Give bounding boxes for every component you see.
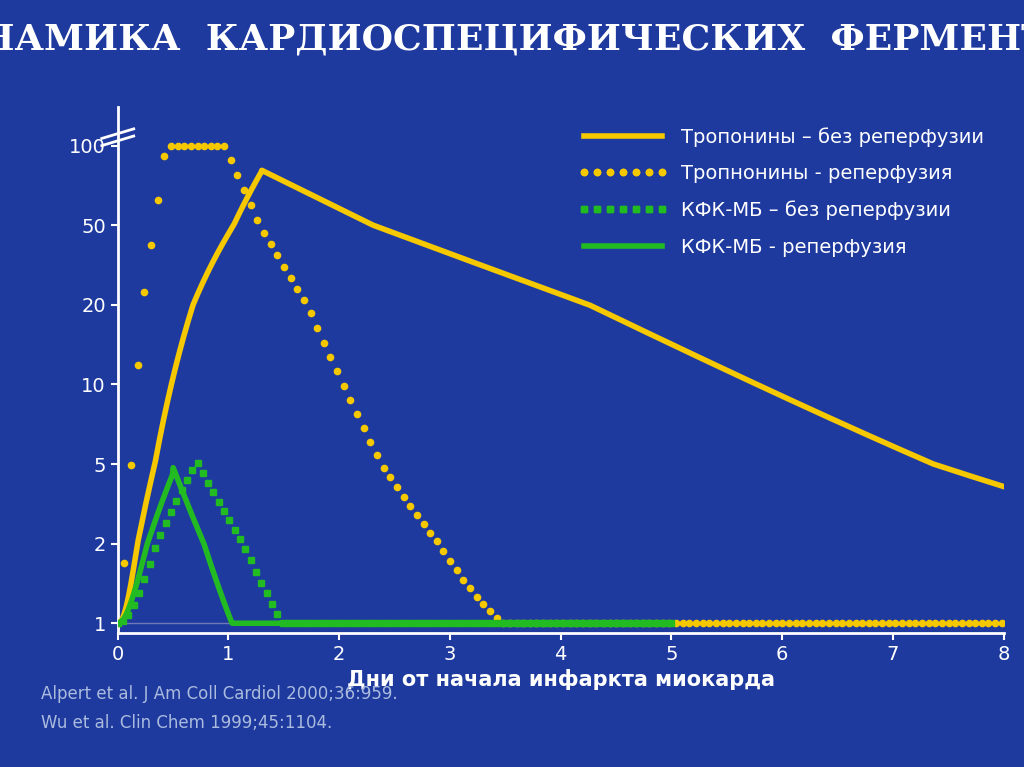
- Text: Alpert et al. J Am Coll Cardiol 2000;36:959.: Alpert et al. J Am Coll Cardiol 2000;36:…: [41, 685, 397, 703]
- Legend: Тропонины – без реперфузии, Тропнонины - реперфузия, КФК-МБ – без реперфузии, КФ: Тропонины – без реперфузии, Тропнонины -…: [574, 117, 994, 266]
- Text: ДИНАМИКА  КАРДИОСПЕЦИФИЧЕСКИХ  ФЕРМЕНТОВ: ДИНАМИКА КАРДИОСПЕЦИФИЧЕСКИХ ФЕРМЕНТОВ: [0, 23, 1024, 57]
- X-axis label: Дни от начала инфаркта миокарда: Дни от начала инфаркта миокарда: [347, 669, 774, 690]
- Text: Wu et al. Clin Chem 1999;45:1104.: Wu et al. Clin Chem 1999;45:1104.: [41, 713, 332, 732]
